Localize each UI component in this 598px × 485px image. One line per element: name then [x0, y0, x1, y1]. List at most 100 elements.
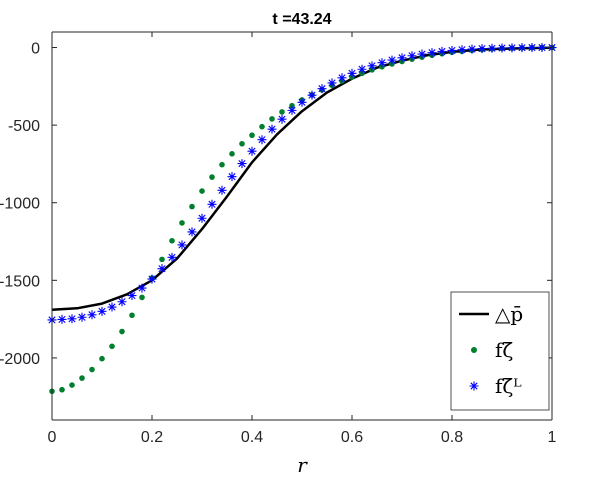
data-point [207, 199, 217, 209]
data-point [199, 188, 205, 194]
y-tick-label: -500 [8, 118, 40, 135]
data-point [77, 312, 87, 322]
data-point [437, 46, 447, 56]
data-point [407, 51, 417, 61]
data-point [497, 43, 507, 53]
data-point [139, 294, 145, 301]
x-tick-label: 0.4 [241, 429, 263, 446]
data-point [367, 61, 377, 71]
data-point [147, 274, 157, 284]
data-point [477, 44, 487, 54]
data-point [287, 105, 297, 115]
data-point [97, 306, 107, 316]
data-point [69, 382, 75, 388]
data-point [239, 140, 245, 147]
data-point [229, 151, 235, 157]
data-point [417, 49, 427, 59]
data-point [137, 283, 147, 293]
axes-layer: 0 0.2 0.4 0.6 0.8 1 0 -500 -1000 -1500 -2000 [0, 31, 557, 446]
data-point [357, 64, 367, 74]
data-point [217, 185, 227, 195]
legend-swatch-star [469, 381, 479, 391]
data-point [89, 366, 95, 373]
data-point [237, 159, 247, 169]
data-point [79, 375, 85, 381]
legend-item: fζ̄ᴸ [469, 374, 522, 398]
x-tick-label: 0.2 [141, 429, 163, 446]
x-axis-label: r [297, 453, 308, 477]
data-point [337, 73, 347, 83]
data-point [257, 135, 267, 145]
data-point [297, 97, 307, 107]
y-tick-label: -1500 [0, 273, 40, 290]
data-point [397, 53, 407, 63]
data-point [289, 102, 295, 109]
data-point [259, 123, 265, 130]
data-point [457, 45, 467, 55]
data-point [517, 43, 527, 53]
data-point [327, 78, 337, 88]
data-point [279, 109, 285, 115]
data-point [219, 161, 225, 168]
chart-title: t =43.24 [272, 11, 331, 28]
data-point [189, 203, 195, 210]
data-point [537, 43, 547, 53]
series-line [51, 46, 553, 312]
y-tick-label: -1000 [0, 196, 40, 213]
x-tick-label: 1 [548, 429, 557, 446]
x-tick-label: 0.8 [441, 429, 463, 446]
x-tick-label: 0 [48, 429, 57, 446]
series-3 [47, 43, 557, 325]
data-point [177, 240, 187, 250]
data-point [317, 84, 327, 94]
data-point [247, 146, 257, 156]
data-point [179, 220, 185, 226]
data-point [169, 237, 175, 244]
data-point [347, 68, 357, 78]
data-point [59, 386, 65, 393]
data-point [127, 291, 137, 301]
data-point [87, 310, 97, 320]
legend-item: fζ̄ [471, 338, 513, 362]
legend-label: △p̄ [495, 302, 523, 326]
data-point [227, 172, 237, 182]
data-point [197, 213, 207, 223]
legend: △p̄ fζ̄ fζ̄ᴸ [450, 291, 550, 411]
legend-swatch-dot [471, 347, 477, 353]
data-point [527, 43, 537, 53]
legend-label: fζ̄ [495, 338, 513, 362]
data-point [507, 43, 517, 53]
data-point [427, 48, 437, 58]
data-point [467, 44, 477, 54]
data-point [129, 312, 135, 319]
data-point [57, 314, 67, 324]
data-point [159, 256, 165, 263]
data-point [487, 43, 497, 53]
data-point [157, 264, 167, 274]
legend-item: △p̄ [459, 302, 523, 326]
series-layer [47, 43, 557, 395]
legend-label: fζ̄ᴸ [495, 374, 522, 398]
data-point [167, 252, 177, 262]
series-1 [51, 46, 553, 312]
data-point [249, 132, 255, 139]
data-point [107, 302, 117, 312]
data-point [269, 116, 275, 122]
data-point [307, 90, 317, 100]
legend-box [450, 291, 550, 411]
data-point [117, 297, 127, 307]
y-tick-label: -2000 [0, 351, 40, 368]
data-point [377, 58, 387, 68]
data-point [119, 328, 125, 335]
x-tick-label: 0.6 [341, 429, 363, 446]
data-point [67, 314, 77, 324]
data-point [267, 124, 277, 134]
data-point [447, 45, 457, 55]
data-point [209, 174, 215, 180]
data-point [187, 227, 197, 237]
data-point [387, 55, 397, 65]
y-tick-label: 0 [31, 41, 40, 58]
data-point [99, 355, 105, 362]
data-point [277, 114, 287, 124]
